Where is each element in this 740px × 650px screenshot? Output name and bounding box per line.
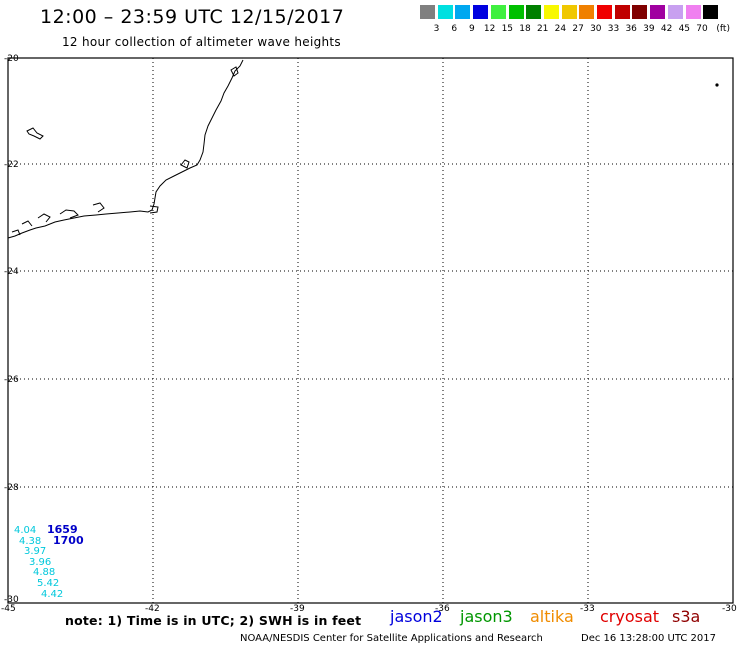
observation-time-label: 1700 (53, 534, 84, 547)
legend-swatch (632, 5, 648, 19)
lon-label: -45 (1, 604, 16, 614)
island-dot (715, 83, 719, 87)
legend-label: 24 (554, 24, 567, 34)
wave-height-label: 4.38 (19, 536, 42, 547)
legend-swatch (703, 5, 719, 19)
lon-label: -39 (290, 604, 305, 614)
legend-swatch (667, 5, 683, 19)
legend-label: 33 (607, 24, 620, 34)
legend-label: 30 (590, 24, 602, 34)
coastline-bay (180, 159, 190, 169)
satellite-name: jason2 (390, 607, 443, 626)
legend-label: 21 (536, 24, 549, 34)
credit-text: NOAA/NESDIS Center for Satellite Applica… (240, 633, 543, 644)
lat-label: -20 (4, 54, 19, 64)
legend-swatch (597, 5, 612, 19)
wave-height-label: 3.96 (29, 557, 52, 568)
footer-note: note: 1) Time is in UTC; 2) SWH is in fe… (65, 613, 362, 628)
lat-label: -24 (4, 267, 19, 277)
legend-unit: (ft) (716, 24, 730, 34)
wave-height-label: 5.42 (37, 578, 60, 589)
lon-label: -33 (580, 604, 595, 614)
satellite-name: altika (530, 607, 574, 626)
legend-swatch (437, 5, 453, 19)
legend-label: 42 (660, 24, 673, 34)
wave-height-label: 3.97 (24, 546, 47, 557)
map-frame (7, 57, 734, 604)
legend-swatch (685, 5, 701, 19)
legend-swatch (473, 5, 489, 19)
legend-label: 36 (625, 24, 637, 34)
map-grid (8, 58, 733, 603)
coastline-inlet (11, 202, 159, 236)
legend-swatch (420, 5, 435, 19)
satellite-name: s3a (672, 607, 701, 626)
legend-swatch (579, 5, 595, 19)
legend-label: 27 (572, 24, 584, 34)
legend-swatch (561, 5, 577, 19)
legend-label: 70 (696, 24, 708, 34)
lat-label: -26 (4, 375, 19, 385)
satellite-name: cryosat (600, 607, 660, 626)
legend-swatch (614, 5, 630, 19)
legend-label: 6 (451, 24, 458, 34)
lat-label: -22 (4, 160, 19, 170)
legend-swatch (543, 5, 559, 19)
wave-height-label: 4.42 (41, 589, 64, 600)
coastline-island (26, 127, 44, 140)
lat-label: -30 (4, 595, 19, 605)
legend-swatch (490, 5, 506, 19)
legend-label: 39 (643, 24, 655, 34)
legend-swatch (526, 5, 542, 19)
legend-label: 18 (519, 24, 531, 34)
lat-label: -28 (4, 483, 19, 493)
page-title: 12:00 – 23:59 UTC 12/15/2017 (40, 6, 345, 28)
legend-swatch (455, 5, 471, 19)
legend-swatch (650, 5, 666, 19)
legend-label: 15 (501, 24, 514, 34)
lon-label: -42 (145, 604, 160, 614)
page-subtitle: 12 hour collection of altimeter wave hei… (62, 35, 341, 49)
coastline-cape (230, 66, 239, 77)
satellite-name: jason3 (460, 607, 513, 626)
legend-label: 3 (433, 24, 440, 34)
issued-timestamp: Dec 16 13:28:00 UTC 2017 (581, 633, 716, 644)
wave-height-label: 4.88 (33, 567, 56, 578)
wave-height-label: 4.04 (14, 525, 37, 536)
lon-label: -36 (435, 604, 450, 614)
lon-label: -30 (722, 604, 737, 614)
legend-label: 9 (469, 24, 475, 34)
legend-label: 45 (678, 24, 691, 34)
observation-time-label: 1659 (47, 523, 78, 536)
legend-swatch (508, 5, 524, 19)
legend-label: 12 (483, 24, 496, 34)
coastline (7, 59, 244, 239)
